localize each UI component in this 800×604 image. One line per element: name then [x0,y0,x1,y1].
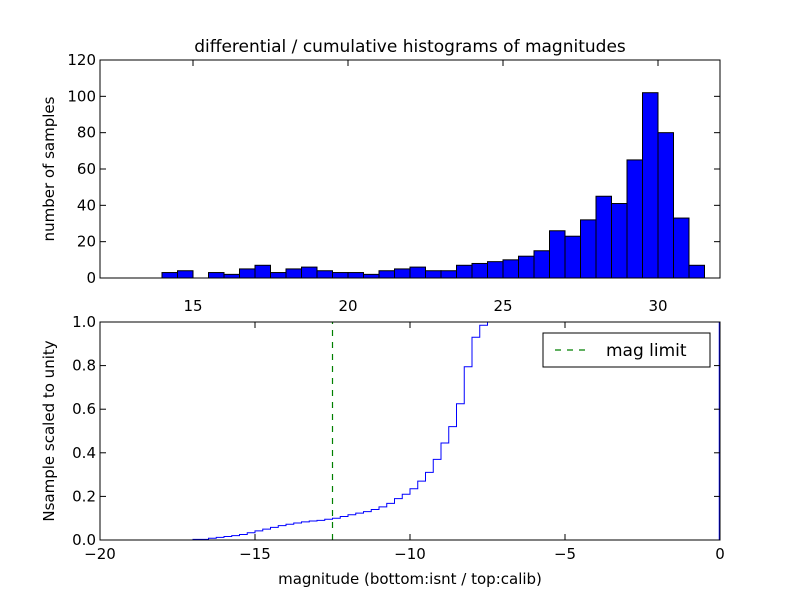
legend: mag limit [542,332,711,368]
histogram-bar [301,266,318,279]
histogram-bar [626,159,643,279]
legend-label-mag-limit: mag limit [606,341,687,361]
x-tick-label: 30 [648,297,667,315]
histogram-bar [223,273,240,279]
x-tick-label: 0 [715,545,725,563]
histogram-bar [471,262,488,279]
histogram-bar [161,272,178,279]
y-tick-label: 80 [77,124,96,142]
top-y-axis-label: number of samples [40,96,58,241]
histogram-bar [564,235,581,279]
histogram-bar [502,259,519,279]
x-tick-label: 20 [338,297,357,315]
x-tick-label: −5 [554,545,576,563]
histogram-bar [239,268,256,279]
histogram-bar [642,92,659,279]
histogram-bar [549,230,566,279]
histogram-bar [487,261,504,279]
histogram-bar [285,268,302,279]
x-tick-label: −15 [239,545,271,563]
x-tick-label: 25 [493,297,512,315]
histogram-bar [580,219,597,279]
histogram-bar [657,132,674,279]
histogram-bar [409,266,426,279]
histogram-bar [208,272,225,279]
histogram-bar [518,255,535,279]
histogram-bar [673,217,690,279]
bottom-x-axis-label: magnitude (bottom:isnt / top:calib) [278,570,542,588]
y-tick-label: 1.0 [72,313,96,331]
top-axis-ticks: 0 20 40 60 80 100 120 15 20 25 30 [67,51,720,315]
bottom-axis-ticks: 0.0 0.2 0.4 0.6 0.8 1.0 −20 −15 −10 −5 0 [72,313,725,563]
top-chart-title: differential / cumulative histograms of … [194,37,626,57]
histogram-bar [177,270,194,279]
top-histogram-panel: differential / cumulative histograms of … [40,37,721,315]
histogram-bar [363,273,380,279]
y-tick-label: 0.8 [72,357,96,375]
y-tick-label: 40 [77,196,96,214]
bottom-y-axis-label: Nsample scaled to unity [40,340,58,521]
histogram-bar [425,270,442,279]
histogram-bar [378,270,395,279]
y-tick-label: 20 [77,233,96,251]
y-tick-label: 0.0 [72,531,96,549]
histogram-bar [456,264,473,279]
histogram-bar [270,272,287,279]
histogram-bar [332,272,349,279]
histogram-bar [533,250,550,279]
x-tick-label: −10 [394,545,426,563]
y-tick-label: 0.6 [72,400,96,418]
y-tick-label: 100 [67,87,96,105]
histogram-bar [595,195,612,279]
y-tick-label: 120 [67,51,96,69]
top-bars [161,92,705,279]
histogram-bar [347,272,364,279]
x-tick-label: 15 [183,297,202,315]
histogram-bar [688,264,705,279]
y-tick-label: 60 [77,160,96,178]
y-tick-label: 0.4 [72,444,96,462]
histogram-bar [316,270,333,279]
histogram-bar [611,203,628,279]
histogram-bar [394,268,411,279]
cumulative-step-line [100,321,720,541]
histogram-bar [254,264,271,279]
histogram-bar [440,270,457,279]
y-tick-label: 0 [86,269,96,287]
y-tick-label: 0.2 [72,487,96,505]
x-tick-label: −20 [84,545,116,563]
bottom-cumulative-panel: Nsample scaled to unity magnitude (botto… [40,313,725,588]
